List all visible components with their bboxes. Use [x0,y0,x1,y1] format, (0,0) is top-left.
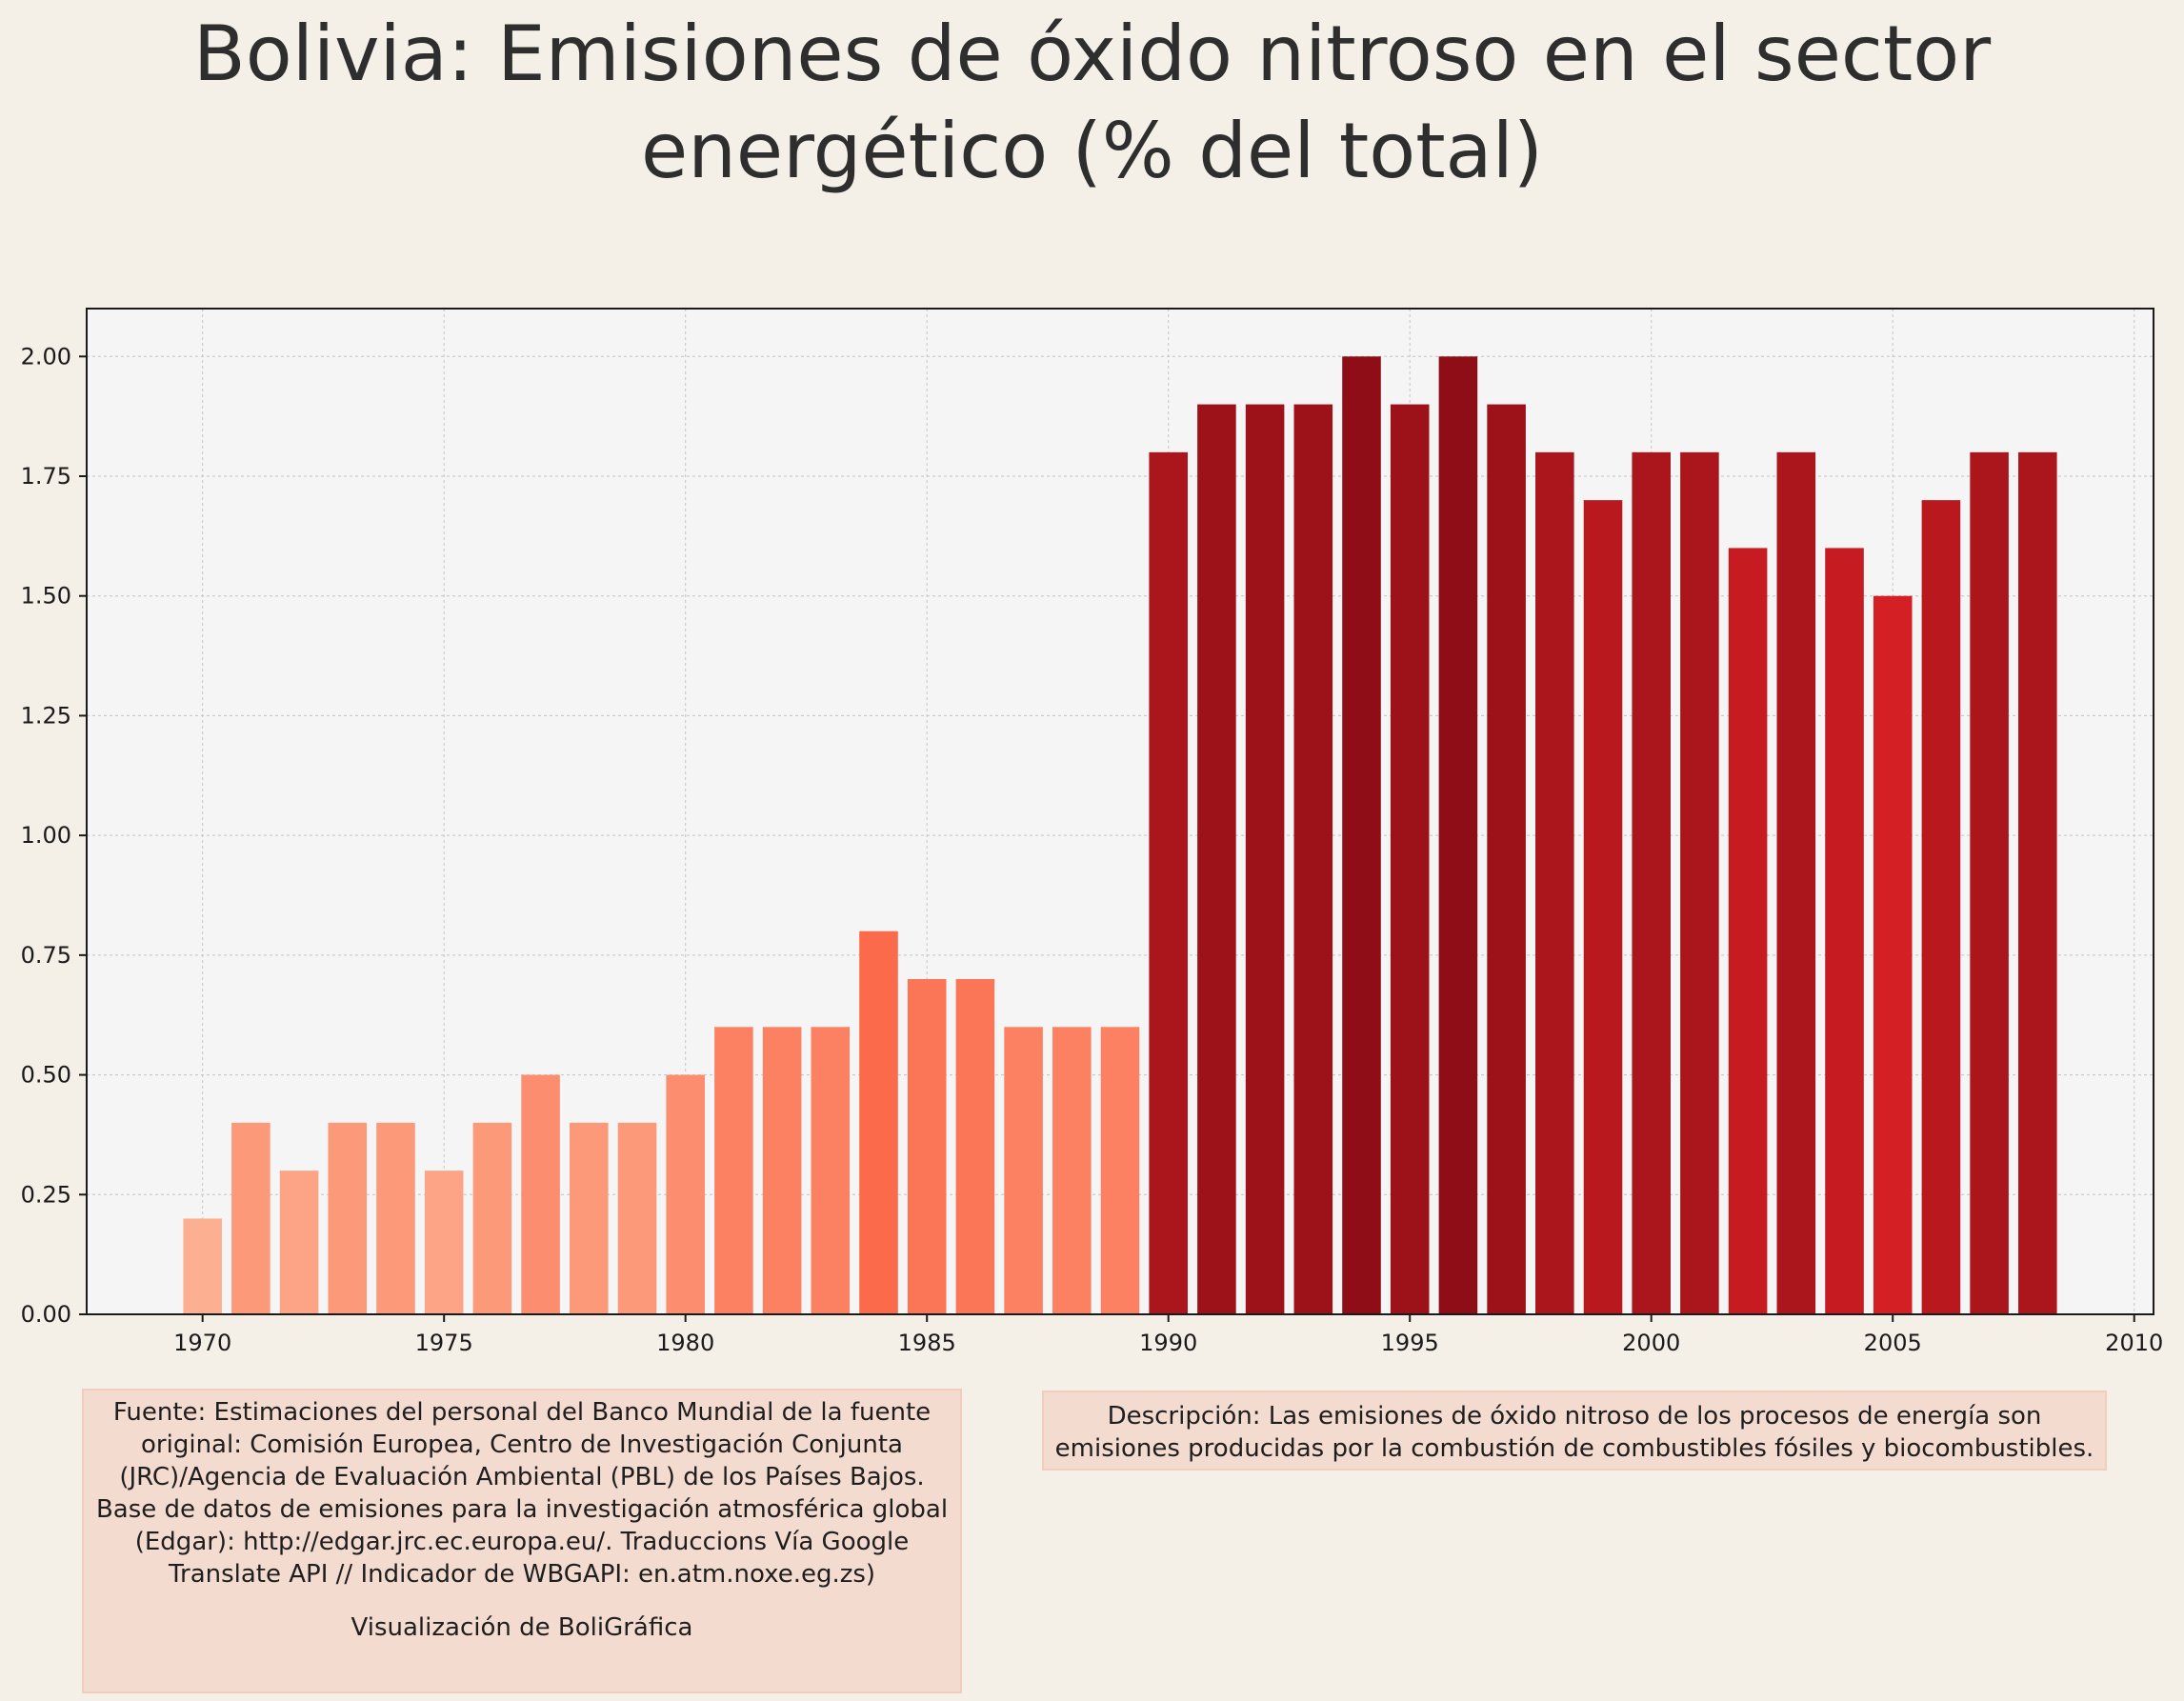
y-tick-label: 0.00 [21,1301,71,1328]
source-text: Fuente: Estimaciones del personal del Ba… [95,1398,949,1589]
bar-1978 [570,1122,609,1314]
bar-1972 [279,1171,319,1314]
bar-1993 [1293,404,1333,1315]
x-tick-label: 2000 [1622,1330,1680,1356]
bar-2000 [1632,451,1671,1314]
bar-1973 [328,1122,368,1314]
credit-text: Visualización de BoliGráfica [351,1613,693,1642]
x-tick-label: 2010 [2105,1330,2163,1356]
y-tick-label: 0.25 [21,1181,71,1208]
bar-1980 [666,1074,705,1314]
y-tick-label: 1.75 [21,463,71,490]
x-tick-label: 1980 [656,1330,714,1356]
y-tick-label: 1.50 [21,583,71,610]
x-tick-label: 1970 [173,1330,231,1356]
y-axis: 0.00 0.25 0.50 0.75 1.00 1.25 1.50 1.75 2.00 [21,343,87,1328]
x-axis: 1970 1975 1980 1985 1990 1995 2000 2005 2010 [173,1314,2163,1356]
bar-2007 [1970,451,2009,1314]
bar-1983 [811,1027,851,1314]
x-tick-label: 2005 [1864,1330,1922,1356]
bar-2004 [1825,548,1864,1314]
bar-2005 [1873,595,1913,1314]
x-tick-label: 1985 [898,1330,956,1356]
bar-1995 [1390,404,1430,1315]
bar-2002 [1728,548,1768,1314]
bar-1970 [183,1218,222,1314]
bar-1976 [472,1122,512,1314]
x-tick-label: 1975 [415,1330,473,1356]
y-tick-label: 1.00 [21,822,71,849]
x-tick-label: 1995 [1381,1330,1439,1356]
bar-1990 [1149,451,1188,1314]
y-tick-label: 1.25 [21,702,71,729]
bar-1986 [955,979,995,1314]
bar-1984 [859,931,898,1314]
bar-1975 [424,1171,464,1314]
x-tick-label: 1990 [1139,1330,1197,1356]
bar-2008 [2018,451,2057,1314]
bar-1989 [1100,1027,1140,1314]
bar-1974 [376,1122,415,1314]
bar-2003 [1776,451,1816,1314]
bars [183,356,2057,1315]
bar-1987 [1004,1027,1043,1314]
bar-1982 [762,1027,802,1314]
bar-1991 [1197,404,1236,1315]
bar-1985 [907,979,947,1314]
chart-title: Bolivia: Emisiones de óxido nitroso en e… [192,10,1992,195]
bar-1994 [1342,356,1381,1314]
bar-1998 [1535,451,1574,1314]
bar-1981 [714,1027,753,1314]
bar-1997 [1487,404,1526,1315]
bar-1999 [1583,500,1623,1314]
bar-1979 [617,1122,657,1314]
plot-frame [86,308,2154,1315]
bar-chart: 1970 1975 1980 1985 1990 1995 2000 2005 2010 0.0… [21,308,2163,1356]
bar-2006 [1921,500,1961,1314]
bar-1988 [1052,1027,1092,1314]
description-note: Descripción: Las emisiones de óxido nitr… [1042,1391,2107,1471]
bar-1992 [1245,404,1285,1315]
y-tick-label: 2.00 [21,343,71,370]
bar-2001 [1680,451,1719,1314]
description-text: Descripción: Las emisiones de óxido nitr… [1054,1402,2094,1463]
y-tick-label: 0.75 [21,942,71,969]
bar-1977 [521,1074,560,1314]
y-tick-label: 0.50 [21,1062,71,1089]
bar-1971 [231,1122,270,1314]
bar-1996 [1438,356,1478,1314]
source-note: Fuente: Estimaciones del personal del Ba… [82,1389,962,1693]
